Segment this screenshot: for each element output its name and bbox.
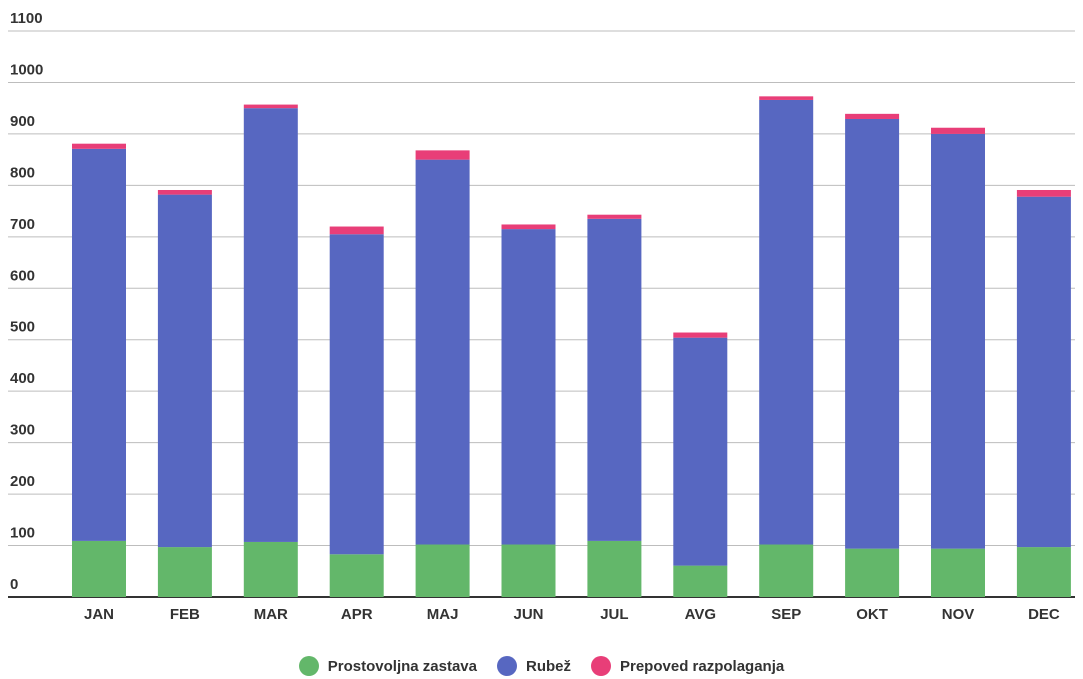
y-tick-label: 1000 xyxy=(10,61,43,78)
bar-segment-prepoved-razpolaganja-avg xyxy=(673,332,728,338)
bar-segment-prostovoljna-zastava-okt xyxy=(845,548,900,597)
bar-segment-prostovoljna-zastava-nov xyxy=(931,548,985,597)
bar-segment-rube--maj xyxy=(415,159,470,545)
x-tick-label: MAJ xyxy=(427,606,459,623)
legend-item-rubez: Rubež xyxy=(497,656,571,676)
bar-segment-prepoved-razpolaganja-nov xyxy=(931,127,985,134)
bar-segment-prepoved-razpolaganja-mar xyxy=(243,104,298,109)
x-tick-label: NOV xyxy=(942,606,975,623)
bar-segment-prostovoljna-zastava-jun xyxy=(501,544,556,597)
bar-series xyxy=(72,96,1071,597)
y-tick-label: 0 xyxy=(10,576,18,593)
bar-segment-rube--nov xyxy=(931,133,985,549)
bar-segment-rube--jan xyxy=(72,148,126,541)
legend: Prostovoljna zastava Rubež Prepoved razp… xyxy=(0,656,1083,676)
x-tick-label: AVG xyxy=(685,606,716,623)
legend-label: Prepoved razpolaganja xyxy=(620,657,785,675)
bar-segment-prepoved-razpolaganja-dec xyxy=(1016,189,1071,197)
bar-segment-prepoved-razpolaganja-feb xyxy=(157,189,212,195)
bar-segment-prepoved-razpolaganja-maj xyxy=(415,150,470,160)
bar-segment-prostovoljna-zastava-maj xyxy=(415,544,470,597)
legend-swatch xyxy=(591,656,611,676)
bar-segment-prostovoljna-zastava-dec xyxy=(1016,547,1071,597)
x-tick-label: APR xyxy=(341,606,373,623)
bar-segment-rube--avg xyxy=(673,337,728,566)
x-tick-label: OKT xyxy=(856,606,888,623)
bar-segment-prepoved-razpolaganja-sep xyxy=(759,96,814,100)
x-tick-label: DEC xyxy=(1028,606,1060,623)
bar-segment-rube--dec xyxy=(1016,196,1071,548)
bar-segment-prostovoljna-zastava-mar xyxy=(243,541,298,597)
bar-segment-prepoved-razpolaganja-jun xyxy=(501,224,556,230)
bar-segment-rube--feb xyxy=(157,194,212,548)
bar-segment-prepoved-razpolaganja-okt xyxy=(845,113,900,119)
bar-segment-prostovoljna-zastava-sep xyxy=(759,544,814,597)
legend-item-prepoved-razpolaganja: Prepoved razpolaganja xyxy=(591,656,784,676)
y-tick-label: 400 xyxy=(10,370,35,387)
y-tick-label: 200 xyxy=(10,473,35,490)
bar-segment-prostovoljna-zastava-feb xyxy=(157,547,212,597)
bar-segment-prepoved-razpolaganja-jan xyxy=(72,143,126,149)
x-tick-label: JAN xyxy=(84,606,114,623)
y-tick-label: 800 xyxy=(10,164,35,181)
bar-segment-rube--jul xyxy=(587,218,642,541)
bar-segment-prostovoljna-zastava-apr xyxy=(329,554,384,597)
y-tick-label: 700 xyxy=(10,216,35,233)
y-tick-label: 300 xyxy=(10,422,35,439)
bar-segment-rube--okt xyxy=(845,118,900,549)
legend-swatch xyxy=(497,656,517,676)
bar-segment-prostovoljna-zastava-jul xyxy=(587,540,642,597)
x-tick-label: JUL xyxy=(600,606,628,623)
bar-segment-rube--mar xyxy=(243,108,298,542)
x-tick-label: JUN xyxy=(513,606,543,623)
y-tick-label: 600 xyxy=(10,267,35,284)
bar-segment-prepoved-razpolaganja-apr xyxy=(329,226,384,235)
bar-segment-rube--sep xyxy=(759,99,814,545)
x-tick-label: SEP xyxy=(771,606,801,623)
y-tick-label: 100 xyxy=(10,525,35,542)
legend-label: Rubež xyxy=(526,657,571,675)
bar-segment-rube--apr xyxy=(329,234,384,555)
bar-segment-prepoved-razpolaganja-jul xyxy=(587,214,642,219)
x-tick-label: MAR xyxy=(254,606,288,623)
y-tick-label: 900 xyxy=(10,113,35,130)
legend-swatch xyxy=(298,656,319,676)
y-tick-label: 500 xyxy=(10,319,35,336)
y-tick-label: 1100 xyxy=(10,10,43,27)
bar-segment-rube--jun xyxy=(501,229,556,545)
x-tick-label: FEB xyxy=(170,606,200,623)
legend-label: Prostovoljna zastava xyxy=(327,657,477,675)
bar-segment-prostovoljna-zastava-jan xyxy=(72,540,126,597)
x-axis-labels: JAN FEB MAR APR MAJ JUN JUL AVG SEP OKT NOV DEC xyxy=(84,606,1060,623)
bar-segment-prostovoljna-zastava-avg xyxy=(673,565,728,597)
legend-item-prostovoljna-zastava: Prostovoljna zastava xyxy=(298,656,477,676)
